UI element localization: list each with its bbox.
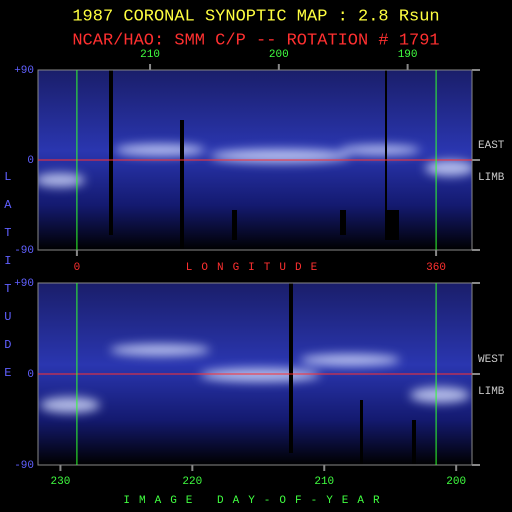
title: 1987 CORONAL SYNOPTIC MAP : 2.8 Rsun (72, 7, 439, 26)
x-axis-label: IMAGE DAY-OF-YEAR (123, 495, 388, 507)
subtitle: NCAR/HAO: SMM C/P -- ROTATION # 1791 (72, 31, 439, 50)
x-axis-label: LONGITUDE (186, 262, 326, 274)
x2-tick-label: 190 (398, 49, 418, 61)
side-label: EAST (478, 140, 505, 152)
y-tick-label: 0 (27, 155, 34, 167)
x-tick-label: 230 (51, 476, 71, 488)
x-tick-label: 0 (74, 262, 81, 274)
y-tick-label: 0 (27, 369, 34, 381)
y-tick-label: -90 (14, 245, 34, 257)
side-label: LIMB (478, 172, 505, 184)
x2-tick-label: 200 (269, 49, 289, 61)
y-label: LATITUDE (1, 170, 15, 394)
y-tick-label: +90 (14, 65, 34, 77)
y-tick-label: +90 (14, 278, 34, 290)
side-label: WEST (478, 354, 505, 366)
x2-tick-label: 210 (140, 49, 160, 61)
x-tick-label: 210 (314, 476, 334, 488)
x-tick-label: 200 (446, 476, 466, 488)
x-tick-label: 360 (426, 262, 446, 274)
side-label: LIMB (478, 386, 505, 398)
y-tick-label: -90 (14, 460, 34, 472)
x-tick-label: 220 (182, 476, 202, 488)
